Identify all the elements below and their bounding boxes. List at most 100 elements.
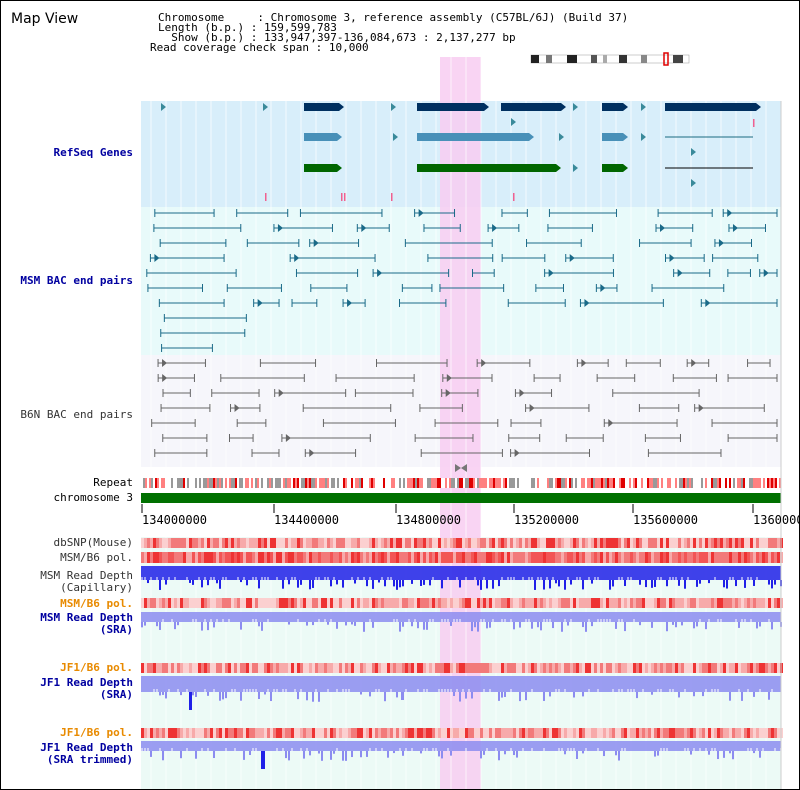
polymorphism-mark (663, 663, 666, 673)
repeat-mark (501, 478, 503, 488)
polymorphism-mark (774, 538, 777, 548)
polymorphism-mark (267, 728, 270, 738)
read-depth-spike (753, 580, 755, 586)
polymorphism-mark (402, 728, 405, 738)
polymorphism-mark (558, 598, 561, 608)
read-depth-spike (297, 580, 299, 588)
polymorphism-mark (369, 728, 372, 738)
read-depth-spike (207, 580, 209, 586)
polymorphism-mark (330, 598, 333, 608)
polymorphism-mark (492, 663, 495, 673)
polymorphism-mark (144, 538, 147, 548)
read-depth-dip (252, 619, 254, 622)
polymorphism-mark (156, 663, 159, 673)
polymorphism-mark (558, 663, 561, 673)
read-depth-dip (447, 577, 449, 580)
polymorphism-mark (216, 538, 219, 548)
polymorphism-mark (216, 598, 219, 608)
polymorphism-mark (165, 552, 168, 563)
repeat-mark (735, 478, 737, 488)
read-depth-spike (438, 751, 440, 757)
repeat-mark (767, 478, 769, 488)
polymorphism-mark (564, 552, 567, 563)
polymorphism-mark (213, 728, 216, 738)
read-depth-dip (522, 577, 524, 580)
ideogram-position-marker (663, 52, 669, 66)
polymorphism-mark (735, 598, 738, 608)
read-depth-dip (609, 619, 611, 622)
read-depth-spike (459, 692, 461, 702)
polymorphism-mark (348, 728, 351, 738)
polymorphism-mark (171, 552, 174, 563)
polymorphism-mark (585, 552, 588, 563)
polymorphism-mark (192, 552, 195, 563)
polymorphism-mark (453, 663, 456, 673)
read-depth-spike (486, 580, 488, 589)
repeat-mark (241, 478, 243, 488)
repeat-mark (701, 478, 703, 488)
repeat-mark (357, 478, 359, 488)
read-depth-dip (510, 577, 512, 580)
read-depth-dip (771, 689, 773, 692)
read-depth-dip (267, 689, 269, 692)
polymorphism-mark (201, 538, 204, 548)
polymorphism-mark (540, 598, 543, 608)
repeat-mark (209, 478, 211, 488)
read-depth-dip (405, 689, 407, 692)
polymorphism-mark (186, 663, 189, 673)
polymorphism-mark (645, 663, 648, 673)
polymorphism-mark (450, 552, 453, 563)
polymorphism-mark (270, 598, 273, 608)
polymorphism-mark (708, 552, 711, 563)
read-depth-dip (501, 619, 503, 622)
read-depth-dip (261, 577, 263, 580)
polymorphism-mark (765, 663, 768, 673)
polymorphism-mark (495, 663, 498, 673)
repeat-mark (165, 478, 167, 488)
read-depth-dip (738, 689, 740, 692)
polymorphism-mark (405, 728, 408, 738)
read-depth-dip (213, 577, 215, 580)
polymorphism-mark (393, 598, 396, 608)
polymorphism-mark (480, 663, 483, 673)
polymorphism-mark (465, 598, 468, 608)
b6n-bac-pair (519, 389, 525, 397)
polymorphism-mark (312, 728, 315, 738)
polymorphism-mark (519, 538, 522, 548)
read-depth-dip (666, 748, 668, 751)
polymorphism-mark (438, 598, 441, 608)
polymorphism-mark (387, 728, 390, 738)
polymorphism-mark (435, 552, 438, 563)
polymorphism-mark (609, 663, 612, 673)
polymorphism-mark (642, 663, 645, 673)
msm-depth-cap-label-1: MSM Read Depth (40, 569, 133, 582)
read-depth-dip (588, 577, 590, 580)
polymorphism-mark (471, 598, 474, 608)
polymorphism-mark (516, 663, 519, 673)
polymorphism-mark (741, 663, 744, 673)
polymorphism-mark (306, 728, 309, 738)
read-depth-dip (531, 577, 533, 580)
repeat-mark (285, 478, 287, 488)
polymorphism-mark (291, 538, 294, 548)
read-depth-dip (357, 577, 359, 580)
repeat-mark (677, 478, 679, 488)
polymorphism-mark (738, 538, 741, 548)
polymorphism-mark (345, 552, 348, 563)
polymorphism-mark (696, 663, 699, 673)
polymorphism-mark (267, 538, 270, 548)
polymorphism-mark (546, 663, 549, 673)
polymorphism-mark (327, 552, 330, 563)
read-depth-spike (654, 580, 656, 587)
read-depth-spike (549, 580, 551, 589)
polymorphism-mark (741, 538, 744, 548)
polymorphism-mark (462, 598, 465, 608)
polymorphism-mark (573, 598, 576, 608)
polymorphism-mark (378, 538, 381, 548)
polymorphism-mark (480, 598, 483, 608)
repeat-mark (681, 478, 683, 488)
polymorphism-mark (696, 552, 699, 563)
read-depth-spike (672, 622, 674, 625)
read-depth-dip (291, 577, 293, 580)
read-depth-spike (666, 580, 668, 587)
